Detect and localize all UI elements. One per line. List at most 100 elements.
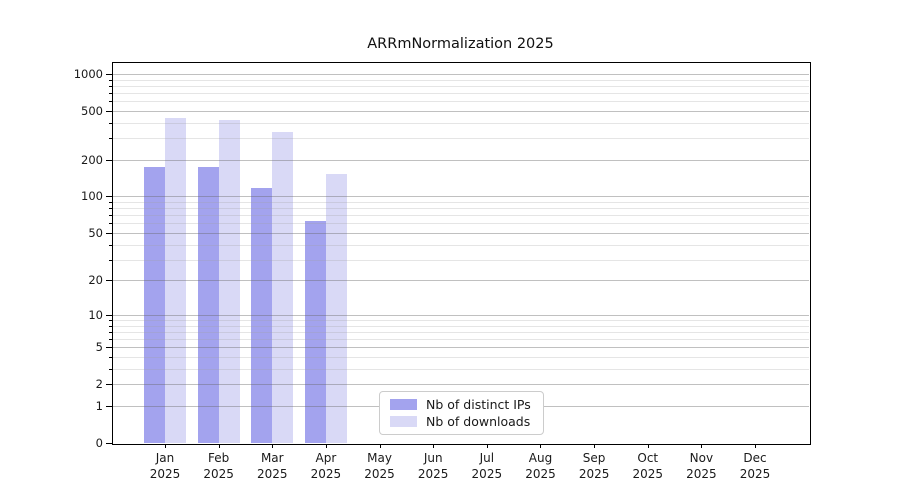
x-tick (647, 444, 649, 448)
y-minor-tick (109, 101, 112, 103)
y-tick-label: 100 (81, 189, 103, 204)
legend-swatch-distinct-ips (390, 399, 417, 410)
minor-gridline (113, 368, 809, 370)
x-tick-label: Aug 2025 (525, 451, 556, 481)
x-tick (379, 444, 381, 448)
y-tick (106, 405, 112, 407)
minor-gridline (113, 122, 809, 124)
y-minor-tick (109, 202, 112, 204)
minor-gridline (113, 85, 809, 87)
y-tick-label: 500 (81, 103, 103, 118)
y-minor-tick (109, 122, 112, 124)
y-tick (106, 232, 112, 234)
y-minor-tick (109, 244, 112, 246)
y-minor-tick (109, 215, 112, 217)
minor-gridline (113, 331, 809, 333)
x-tick-label: Feb 2025 (203, 451, 234, 481)
major-gridline (113, 159, 809, 161)
y-tick-label: 1000 (73, 66, 103, 81)
y-tick (106, 73, 112, 75)
y-minor-tick (109, 138, 112, 140)
y-minor-tick (109, 92, 112, 94)
legend-entry-distinct-ips: Nb of distinct IPs (390, 397, 533, 412)
minor-gridline (113, 138, 809, 140)
y-tick-label: 200 (81, 152, 103, 167)
x-tick (486, 444, 488, 448)
x-tick-label: Dec 2025 (739, 451, 771, 481)
major-gridline (113, 314, 809, 316)
y-minor-tick (109, 339, 112, 341)
bar-downloads (165, 117, 186, 443)
y-tick (106, 280, 112, 282)
x-tick-label: Jun 2025 (417, 451, 449, 481)
major-gridline (113, 232, 809, 234)
y-minor-tick (109, 320, 112, 321)
major-gridline (113, 196, 809, 198)
bar-distinct-ips (197, 167, 219, 443)
x-tick (325, 444, 327, 448)
x-tick (701, 444, 703, 448)
legend-swatch-downloads (390, 416, 417, 427)
y-minor-tick (109, 85, 112, 87)
y-tick (106, 347, 112, 349)
y-tick (106, 384, 112, 386)
y-tick-label: 5 (95, 340, 103, 355)
x-tick-label: Mar 2025 (256, 451, 288, 481)
x-tick-label: Sep 2025 (578, 451, 610, 481)
minor-gridline (113, 339, 809, 341)
major-gridline (113, 384, 809, 386)
major-gridline (113, 280, 809, 282)
y-tick-label: 2 (95, 377, 103, 392)
x-tick-label: Oct 2025 (632, 451, 664, 481)
x-tick (218, 444, 220, 448)
x-tick (594, 444, 596, 448)
minor-gridline (113, 92, 809, 94)
minor-gridline (113, 208, 809, 210)
y-tick-label: 20 (88, 273, 103, 288)
bar-downloads (218, 119, 240, 443)
y-minor-tick (109, 79, 112, 81)
minor-gridline (113, 244, 809, 246)
minor-gridline (113, 320, 809, 321)
chart-title: ARRmNormalization 2025 (367, 36, 554, 52)
y-minor-tick (109, 208, 112, 210)
x-tick (272, 444, 274, 448)
minor-gridline (113, 79, 809, 81)
legend: Nb of distinct IPs Nb of downloads (379, 391, 544, 435)
minor-gridline (113, 202, 809, 204)
y-tick (106, 443, 112, 444)
bar-downloads (272, 132, 294, 443)
y-tick-label: 50 (88, 225, 103, 240)
y-tick (106, 110, 112, 112)
y-tick (106, 196, 112, 198)
x-tick (755, 444, 757, 448)
bar-distinct-ips (304, 220, 326, 443)
x-tick-label: May 2025 (364, 451, 395, 481)
x-tick (433, 444, 435, 448)
legend-entry-downloads: Nb of downloads (390, 414, 533, 429)
x-tick (540, 444, 542, 448)
minor-gridline (113, 325, 809, 327)
minor-gridline (113, 215, 809, 217)
legend-label-distinct-ips: Nb of distinct IPs (426, 397, 531, 412)
legend-label-downloads: Nb of downloads (426, 414, 531, 429)
minor-gridline (113, 259, 809, 261)
y-minor-tick (109, 368, 112, 370)
x-tick-label: Jul 2025 (471, 451, 503, 481)
x-tick (165, 444, 166, 448)
y-tick-label: 10 (88, 307, 103, 322)
x-tick-label: Apr 2025 (310, 451, 342, 481)
y-minor-tick (109, 259, 112, 261)
y-minor-tick (109, 331, 112, 333)
minor-gridline (113, 223, 809, 225)
major-gridline (113, 347, 809, 349)
y-tick (106, 159, 112, 161)
bar-downloads (325, 173, 347, 443)
x-tick-label: Jan 2025 (149, 451, 181, 481)
bar-distinct-ips (251, 187, 273, 443)
y-tick-label: 0 (95, 436, 103, 450)
major-gridline (113, 73, 809, 75)
y-minor-tick (109, 325, 112, 327)
